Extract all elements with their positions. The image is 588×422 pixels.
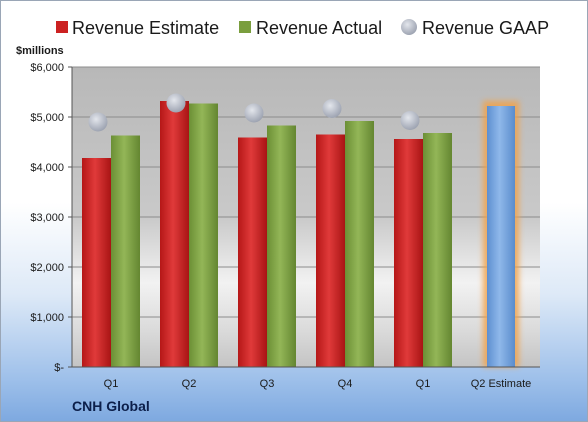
legend-swatch-revenue-actual bbox=[239, 21, 251, 33]
revenue-gaap-point bbox=[400, 111, 420, 130]
company-name: CNH Global bbox=[72, 398, 150, 414]
revenue-gaap-point bbox=[166, 93, 186, 113]
legend-swatch-revenue-estimate bbox=[56, 21, 68, 33]
y-axis: $- $1,000 $2,000 $3,000 $4,000 $5,000 $6,000 bbox=[30, 62, 73, 374]
revenue-estimate-bar bbox=[82, 158, 111, 367]
revenue-actual-bar bbox=[189, 103, 218, 367]
y-tick-label: $6,000 bbox=[30, 62, 64, 74]
x-tick-label: Q2 Estimate bbox=[471, 378, 532, 390]
revenue-actual-bar bbox=[267, 125, 296, 367]
revenue-estimate-bar bbox=[238, 137, 267, 367]
legend-swatch-revenue-gaap bbox=[401, 19, 417, 35]
x-tick-label: Q1 bbox=[104, 378, 119, 390]
y-tick-label: $4,000 bbox=[30, 162, 64, 174]
revenue-estimate-bar bbox=[394, 139, 423, 367]
legend-label-revenue-estimate: Revenue Estimate bbox=[72, 18, 219, 38]
x-tick-label: Q1 bbox=[416, 378, 431, 390]
revenue-gaap-point bbox=[88, 112, 108, 132]
x-axis: Q1 Q2 Q3 Q4 Q1 Q2 Estimate bbox=[72, 366, 540, 390]
revenue-actual-bar bbox=[111, 135, 140, 367]
legend: Revenue Estimate Revenue Actual Revenue … bbox=[56, 18, 549, 38]
y-unit-label: $millions bbox=[16, 45, 64, 57]
revenue-gaap-point bbox=[322, 99, 342, 118]
revenue-actual-bar bbox=[345, 121, 374, 367]
plot-area bbox=[72, 66, 540, 367]
y-tick-label: $5,000 bbox=[30, 112, 64, 124]
bars bbox=[82, 93, 519, 367]
x-tick-label: Q3 bbox=[260, 378, 275, 390]
revenue-gaap-point bbox=[244, 103, 264, 123]
x-tick-label: Q4 bbox=[338, 378, 353, 390]
revenue-actual-bar bbox=[423, 133, 452, 367]
x-tick-label: Q2 bbox=[182, 378, 197, 390]
legend-label-revenue-gaap: Revenue GAAP bbox=[422, 18, 549, 38]
revenue-estimate-bar bbox=[160, 101, 189, 367]
y-tick-label: $2,000 bbox=[30, 262, 64, 274]
revenue-estimate-bar bbox=[316, 134, 345, 367]
y-tick-label: $3,000 bbox=[30, 212, 64, 224]
revenue-estimate-q2-bar bbox=[487, 106, 515, 367]
y-tick-label: $1,000 bbox=[30, 312, 64, 324]
y-tick-label: $- bbox=[54, 362, 64, 374]
legend-label-revenue-actual: Revenue Actual bbox=[256, 18, 382, 38]
